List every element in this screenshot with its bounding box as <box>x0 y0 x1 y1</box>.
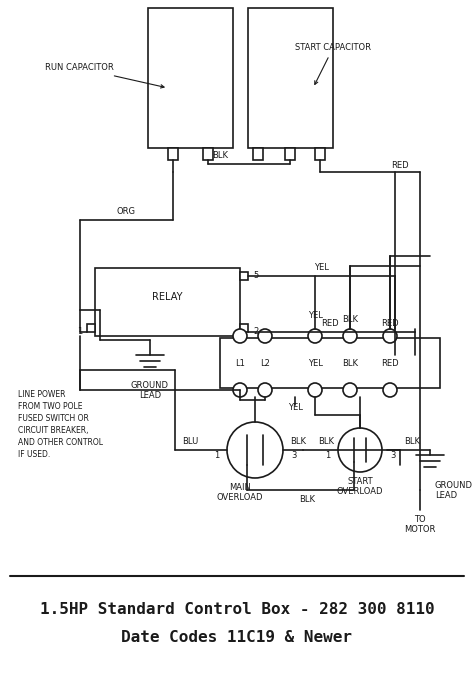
Text: 5: 5 <box>253 271 258 281</box>
Circle shape <box>258 329 272 343</box>
Text: Date Codes 11C19 & Newer: Date Codes 11C19 & Newer <box>121 631 353 645</box>
Text: BLK: BLK <box>342 315 358 325</box>
Text: RED: RED <box>381 359 399 367</box>
Text: YEL: YEL <box>308 311 322 321</box>
Text: 3: 3 <box>390 450 395 460</box>
Text: YEL: YEL <box>314 264 328 273</box>
Circle shape <box>343 383 357 397</box>
Circle shape <box>233 383 247 397</box>
Circle shape <box>233 329 247 343</box>
Bar <box>168 148 178 160</box>
Text: YEL: YEL <box>308 359 322 367</box>
Circle shape <box>338 428 382 472</box>
Bar <box>87 324 95 332</box>
Text: OVERLOAD: OVERLOAD <box>337 487 383 496</box>
Bar <box>240 272 248 280</box>
Text: BLK: BLK <box>318 437 334 447</box>
Text: 1.5HP Standard Control Box - 282 300 8110: 1.5HP Standard Control Box - 282 300 811… <box>40 603 434 618</box>
Bar <box>240 324 248 332</box>
Text: ORG: ORG <box>117 207 136 216</box>
Text: RELAY: RELAY <box>152 292 182 302</box>
Text: FUSED SWITCH OR: FUSED SWITCH OR <box>18 414 89 423</box>
Text: GROUND: GROUND <box>131 380 169 389</box>
Text: 1: 1 <box>214 450 219 460</box>
Bar <box>248 8 333 148</box>
Text: LEAD: LEAD <box>139 391 161 399</box>
Text: MAIN: MAIN <box>229 483 251 492</box>
Text: OVERLOAD: OVERLOAD <box>217 494 263 502</box>
Circle shape <box>308 329 322 343</box>
Text: BLK: BLK <box>212 151 228 161</box>
Text: BLK: BLK <box>342 359 358 367</box>
Circle shape <box>383 329 397 343</box>
Text: 1: 1 <box>77 327 82 336</box>
Text: CIRCUIT BREAKER,: CIRCUIT BREAKER, <box>18 426 89 435</box>
Text: RED: RED <box>381 319 399 329</box>
Text: BLK: BLK <box>299 496 315 504</box>
Text: LEAD: LEAD <box>435 490 457 500</box>
Text: 1: 1 <box>325 450 330 460</box>
Text: TO: TO <box>414 515 426 525</box>
Text: START: START <box>347 477 373 487</box>
Bar <box>253 148 263 160</box>
Text: LINE POWER: LINE POWER <box>18 390 65 399</box>
Text: L2: L2 <box>260 359 270 367</box>
Bar <box>220 338 440 388</box>
Text: L1: L1 <box>235 359 245 367</box>
Text: FROM TWO POLE: FROM TWO POLE <box>18 402 82 411</box>
Text: IF USED.: IF USED. <box>18 450 50 459</box>
Text: RED: RED <box>321 319 339 329</box>
Text: MOTOR: MOTOR <box>404 525 436 534</box>
Bar <box>285 148 295 160</box>
Bar <box>203 148 213 160</box>
Circle shape <box>343 329 357 343</box>
Circle shape <box>308 383 322 397</box>
Bar <box>148 8 233 148</box>
Text: RUN CAPACITOR: RUN CAPACITOR <box>45 64 164 88</box>
Text: BLK: BLK <box>404 437 420 447</box>
Text: YEL: YEL <box>288 403 302 412</box>
Text: GROUND: GROUND <box>435 481 473 490</box>
Text: START CAPACITOR: START CAPACITOR <box>295 43 371 84</box>
Text: RED: RED <box>391 161 409 170</box>
Text: 2: 2 <box>253 327 258 336</box>
Bar <box>95 268 240 336</box>
Bar <box>315 148 325 160</box>
Circle shape <box>383 383 397 397</box>
Circle shape <box>258 383 272 397</box>
Circle shape <box>227 422 283 478</box>
Text: AND OTHER CONTROL: AND OTHER CONTROL <box>18 438 103 447</box>
Text: BLK: BLK <box>290 437 306 447</box>
Text: BLU: BLU <box>182 437 198 447</box>
Text: 3: 3 <box>291 450 296 460</box>
